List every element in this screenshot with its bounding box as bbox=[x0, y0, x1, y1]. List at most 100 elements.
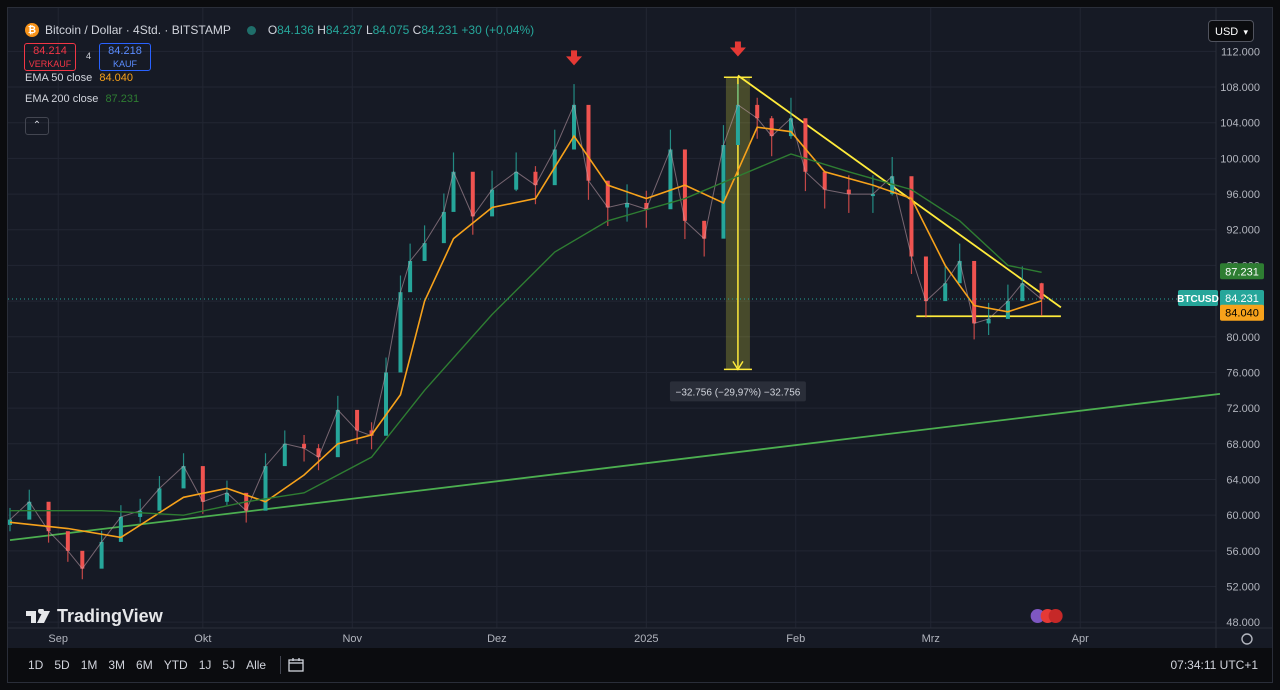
currency-label: USD bbox=[1215, 26, 1239, 38]
symbol-title: Bitcoin / Dollar · 4Std. · BITSTAMP bbox=[45, 23, 231, 37]
x-tick-label: Nov bbox=[342, 633, 362, 645]
tradingview-logo-text: TradingView bbox=[57, 606, 163, 626]
timeframe-3m-button[interactable]: 3M bbox=[108, 658, 126, 672]
y-tick-label: 68.000 bbox=[1226, 439, 1260, 451]
price-candle bbox=[846, 189, 851, 195]
price-candle bbox=[200, 466, 205, 502]
ohlc-key: H bbox=[317, 23, 326, 37]
currency-selector[interactable]: USD ▾ bbox=[1208, 20, 1254, 42]
price-candle bbox=[302, 443, 307, 449]
price-candle bbox=[890, 176, 895, 195]
price-candle bbox=[1020, 283, 1025, 302]
ohlc-value: 84.075 bbox=[372, 23, 413, 37]
ema50-line bbox=[9, 126, 1042, 539]
price-candle bbox=[572, 104, 577, 150]
price-candle bbox=[384, 372, 389, 436]
price-candle bbox=[803, 118, 808, 172]
price-marker bbox=[1220, 263, 1264, 280]
price-candle bbox=[721, 145, 726, 239]
price-candle bbox=[788, 118, 793, 137]
price-candle bbox=[702, 220, 707, 239]
timeframe-1m-button[interactable]: 1M bbox=[80, 658, 98, 672]
gear-icon[interactable] bbox=[1241, 633, 1253, 645]
y-tick-label: 100.000 bbox=[1220, 153, 1260, 165]
price-marker-value: 87.231 bbox=[1225, 266, 1259, 278]
ema200-legend[interactable]: EMA 200 close 87.231 bbox=[25, 93, 139, 105]
x-tick-label: Sep bbox=[48, 633, 68, 645]
date-range-icon[interactable] bbox=[287, 657, 305, 673]
price-candle bbox=[769, 118, 774, 137]
sell-button[interactable]: 84.214 VERKAUF bbox=[24, 43, 76, 71]
y-tick-label: 104.000 bbox=[1220, 118, 1260, 130]
bottom-toolbar: 1D 5D 1M 3M 6M YTD 1J 5J Alle 07:34:11 UTC+1 bbox=[8, 648, 1272, 682]
x-tick-label: Apr bbox=[1072, 633, 1089, 645]
price-candle bbox=[8, 519, 12, 525]
y-tick-label: 80.000 bbox=[1226, 332, 1260, 344]
symbol-tag bbox=[1178, 290, 1218, 307]
ohlc-value: 84.136 bbox=[277, 23, 318, 37]
tradingview-logo: TradingView bbox=[26, 606, 163, 627]
collapse-legend-button[interactable]: ⌃ bbox=[25, 117, 49, 135]
trendline-long_term bbox=[9, 392, 1221, 542]
timeframe-1d-button[interactable]: 1D bbox=[28, 658, 44, 672]
buy-button[interactable]: 84.218 KAUF bbox=[99, 43, 151, 71]
ema200-label: EMA 200 close bbox=[25, 93, 99, 105]
price-marker-value: 84.231 bbox=[1225, 293, 1259, 305]
down-arrow-icon bbox=[566, 50, 583, 66]
price-chart[interactable]: 112.000 108.000 104.000 100.000 96.000 92.000… bbox=[8, 8, 1273, 683]
ohlc-key: C bbox=[412, 23, 422, 37]
timeframe-5j-button[interactable]: 5J bbox=[222, 658, 236, 672]
flag-icon bbox=[1048, 609, 1063, 623]
price-candle bbox=[335, 409, 340, 458]
price-candle bbox=[533, 171, 538, 186]
y-tick-label: 76.000 bbox=[1226, 367, 1260, 379]
price-candle bbox=[224, 492, 229, 502]
price-candle bbox=[369, 430, 374, 436]
price-candle bbox=[316, 448, 321, 458]
y-tick-label: 108.000 bbox=[1220, 82, 1260, 94]
chevron-down-icon: ▾ bbox=[1243, 27, 1248, 37]
buy-label: KAUF bbox=[112, 59, 137, 69]
clock[interactable]: 07:34:11 UTC+1 bbox=[1170, 658, 1259, 672]
ohlc-values: O84.136 H84.237 L84.075 C84.231 +30 (+0,… bbox=[268, 23, 534, 37]
price-candle bbox=[909, 176, 914, 257]
price-candle bbox=[943, 283, 948, 302]
price-candle bbox=[441, 211, 446, 244]
timeframe-6m-button[interactable]: 6M bbox=[136, 658, 153, 672]
x-tick-label: Mrz bbox=[922, 633, 940, 645]
price-candle bbox=[986, 318, 991, 324]
price-candle bbox=[355, 409, 360, 431]
trendline-resistance bbox=[737, 74, 1062, 309]
timeframe-alle-button[interactable]: Alle bbox=[246, 658, 267, 672]
market-status-icon[interactable] bbox=[246, 25, 256, 35]
measure-label: −32.756 (−29,97%) −32.756 bbox=[676, 387, 801, 398]
price-candle bbox=[605, 180, 610, 208]
y-tick-label: 92.000 bbox=[1226, 225, 1260, 237]
price-candle bbox=[822, 171, 827, 190]
price-candle bbox=[972, 260, 977, 324]
ema50-legend[interactable]: EMA 50 close 84.040 bbox=[25, 72, 133, 84]
timeframe-1j-button[interactable]: 1J bbox=[198, 658, 212, 672]
ema50-label: EMA 50 close bbox=[25, 72, 93, 84]
price-candle bbox=[514, 171, 519, 190]
price-candle bbox=[957, 260, 962, 284]
price-candle bbox=[157, 488, 162, 511]
y-tick-label: 64.000 bbox=[1226, 474, 1260, 486]
price-candle bbox=[625, 202, 630, 208]
price-candle bbox=[923, 256, 928, 302]
x-tick-label: Dez bbox=[487, 633, 507, 645]
symbol-legend[interactable]: ₿ Bitcoin / Dollar · 4Std. · BITSTAMP O8… bbox=[25, 23, 534, 37]
timeframe-5d-button[interactable]: 5D bbox=[54, 658, 70, 672]
price-candle bbox=[80, 550, 85, 569]
timeframe-list: 1D 5D 1M 3M 6M YTD 1J 5J Alle bbox=[8, 658, 266, 672]
price-candle bbox=[668, 149, 673, 210]
price-candle bbox=[263, 466, 268, 511]
timeframe-ytd-button[interactable]: YTD bbox=[163, 658, 188, 672]
chart-frame[interactable]: 112.000 108.000 104.000 100.000 96.000 92.000… bbox=[7, 7, 1273, 683]
y-tick-label: 72.000 bbox=[1226, 403, 1260, 415]
event-icon bbox=[1030, 609, 1045, 623]
price-candle bbox=[470, 171, 475, 217]
sell-price: 84.214 bbox=[33, 45, 67, 57]
price-candle bbox=[118, 516, 123, 542]
y-tick-label: 60.000 bbox=[1226, 510, 1260, 522]
